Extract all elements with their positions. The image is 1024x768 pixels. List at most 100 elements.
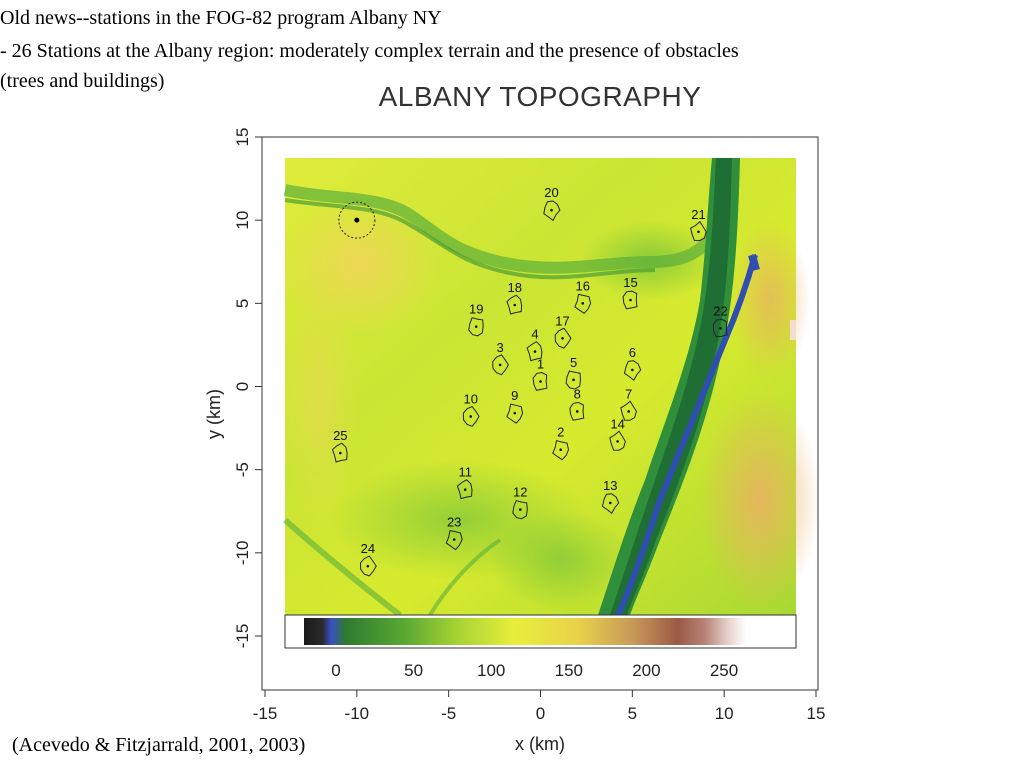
station-label: 21	[691, 207, 705, 222]
station-footprint	[512, 500, 528, 520]
station-footprint	[331, 442, 348, 463]
station-marker	[498, 363, 502, 367]
station-21: 21	[690, 207, 707, 242]
station-25: 25	[331, 428, 348, 463]
station-label: 16	[576, 278, 590, 293]
station-6: 6	[623, 345, 642, 381]
y-tick-label: 10	[233, 211, 252, 230]
station-15: 15	[622, 275, 638, 310]
station-marker	[719, 326, 722, 330]
x-tick-label: -5	[441, 704, 456, 723]
station-marker	[469, 415, 473, 418]
reference-site-marker	[354, 217, 360, 223]
station-label: 13	[603, 478, 617, 493]
station-label: 2	[557, 425, 564, 440]
station-label: 20	[544, 185, 558, 200]
station-footprint	[554, 327, 572, 349]
map-title: ALBANY TOPOGRAPHY	[379, 81, 702, 112]
station-marker	[518, 508, 522, 511]
colorbar-gradient	[304, 618, 760, 645]
station-label: 25	[333, 428, 347, 443]
slide-subtitle: - 26 Stations at the Albany region: mode…	[0, 40, 739, 92]
station-marker	[452, 538, 456, 541]
station-marker	[627, 410, 630, 413]
station-24: 24	[359, 541, 377, 577]
station-23: 23	[445, 515, 463, 551]
station-label: 4	[531, 327, 538, 342]
y-axis-label: y (km)	[204, 389, 224, 439]
y-tick-label: -10	[233, 541, 252, 566]
station-marker	[561, 336, 564, 340]
x-axis-label: x (km)	[515, 734, 565, 754]
station-footprint	[468, 317, 484, 337]
colorbar-tick-label: 250	[710, 661, 738, 680]
station-footprint	[532, 371, 548, 391]
station-footprint	[552, 440, 570, 461]
station-footprint	[462, 405, 480, 427]
station-marker	[539, 380, 542, 383]
station-footprint	[690, 220, 707, 242]
station-footprint	[574, 293, 592, 314]
station-footprint	[609, 430, 626, 451]
station-footprint	[569, 401, 585, 421]
station-label: 6	[629, 345, 636, 360]
y-tick-label: 15	[233, 128, 252, 147]
y-tick-label: -5	[233, 462, 252, 477]
y-tick-label: 0	[233, 382, 252, 391]
x-tick-label: 5	[628, 704, 637, 723]
station-marker	[513, 303, 517, 307]
station-marker	[572, 378, 575, 382]
station-label: 15	[623, 275, 637, 290]
station-2: 2	[552, 425, 570, 461]
station-label: 5	[570, 355, 577, 370]
colorbar-tick-label: 200	[632, 661, 660, 680]
reference-site-ring	[338, 201, 376, 239]
station-22: 22	[712, 303, 728, 338]
station-label: 9	[511, 388, 518, 403]
station-12: 12	[512, 485, 528, 520]
station-marker	[339, 451, 342, 455]
y-axis: 15 10 5 0 -5 -10 -15	[233, 128, 263, 648]
station-marker	[559, 448, 563, 452]
station-8: 8	[569, 386, 585, 421]
station-footprint	[456, 479, 473, 500]
x-tick-label: -15	[253, 704, 278, 723]
station-marker	[581, 302, 585, 305]
station-label: 10	[463, 391, 477, 406]
station-marker	[513, 411, 517, 415]
station-marker	[550, 208, 553, 212]
station-footprint	[601, 493, 620, 514]
station-marker	[616, 440, 619, 443]
station-footprint	[445, 530, 463, 551]
station-marker	[366, 564, 370, 568]
citation: (Acevedo & Fitzjarrald, 2001, 2003)	[12, 734, 306, 756]
station-label: 24	[361, 541, 375, 556]
colorbar	[284, 614, 797, 649]
station-footprint	[623, 360, 642, 381]
station-14: 14	[609, 416, 626, 451]
slide-title: Old news--stations in the FOG-82 program…	[0, 7, 442, 29]
station-label: 17	[555, 313, 569, 328]
station-label: 7	[625, 386, 632, 401]
station-footprint	[565, 370, 582, 390]
colorbar-tick-label: 50	[404, 661, 423, 680]
station-3: 3	[492, 340, 509, 376]
station-label: 11	[458, 465, 472, 480]
x-axis: -15 -10 -5 0 5 10 15	[253, 689, 825, 723]
x-tick-label: 10	[715, 704, 734, 723]
station-footprint	[620, 400, 638, 421]
station-16: 16	[574, 278, 592, 314]
station-marker	[463, 488, 467, 491]
station-label: 8	[574, 386, 581, 401]
x-tick-label: -10	[345, 704, 370, 723]
colorbar-tick-label: 100	[477, 661, 505, 680]
station-footprint	[492, 354, 509, 376]
station-17: 17	[554, 313, 572, 349]
colorbar-tick-label: 150	[555, 661, 583, 680]
station-9: 9	[506, 388, 524, 424]
station-marker	[631, 368, 634, 372]
station-1: 1	[532, 357, 548, 391]
station-label: 19	[469, 302, 483, 317]
